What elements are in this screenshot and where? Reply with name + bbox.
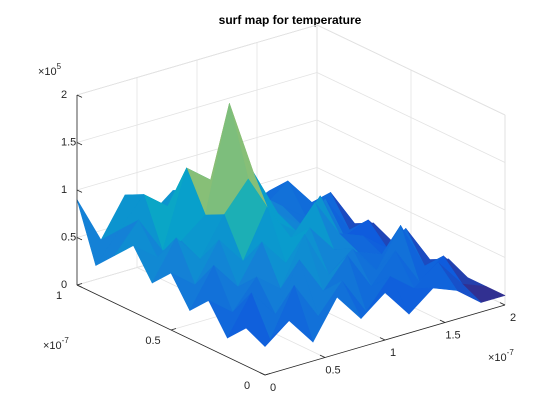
x-tick-label: 0 — [270, 382, 276, 394]
z-tick-label: 1 — [61, 184, 67, 196]
grid-line — [316, 24, 506, 116]
z-tick — [76, 142, 83, 146]
z-tick-label: 0.5 — [61, 231, 76, 243]
x-tick — [499, 302, 506, 306]
grid-line — [316, 119, 506, 211]
y-tick-label: 0.5 — [145, 335, 160, 347]
x-tick-label: 2 — [510, 312, 516, 324]
grid-line — [76, 119, 318, 191]
surface-face — [245, 320, 290, 347]
z-tick — [76, 237, 83, 241]
axis-exponent: ×10-7 — [43, 336, 69, 352]
x-tick — [379, 337, 386, 341]
grid-line — [316, 72, 506, 163]
z-tick — [76, 284, 83, 288]
exponent-base: ×10 — [43, 340, 62, 352]
exponent-power: -7 — [62, 336, 70, 345]
x-tick — [439, 319, 446, 323]
exponent-base: ×10 — [488, 352, 507, 364]
exponent-power: -7 — [507, 348, 515, 357]
y-tick — [264, 373, 271, 376]
z-tick-label: 0 — [61, 279, 67, 291]
y-tick-label: 0 — [244, 380, 250, 392]
y-tick-label: 1 — [56, 290, 62, 302]
x-tick — [319, 354, 326, 358]
x-tick-label: 0.5 — [325, 364, 340, 376]
z-tick-label: 1.5 — [61, 136, 76, 148]
z-tick — [76, 189, 83, 193]
axis-exponent: ×105 — [38, 62, 62, 78]
z-tick — [76, 94, 83, 98]
x-tick — [259, 372, 266, 376]
y-tick — [170, 328, 177, 331]
exponent-base: ×10 — [38, 66, 57, 78]
grid-line — [76, 72, 318, 143]
z-tick-label: 2 — [61, 89, 67, 101]
grid-line — [316, 167, 506, 258]
grid-line — [76, 24, 318, 96]
x-tick-label: 1 — [390, 347, 396, 359]
axis-exponent: ×10-7 — [488, 348, 514, 364]
chart-title: surf map for temperature — [219, 13, 362, 27]
exponent-power: 5 — [57, 62, 62, 71]
y-tick — [76, 283, 83, 286]
x-tick-label: 1.5 — [445, 329, 460, 341]
